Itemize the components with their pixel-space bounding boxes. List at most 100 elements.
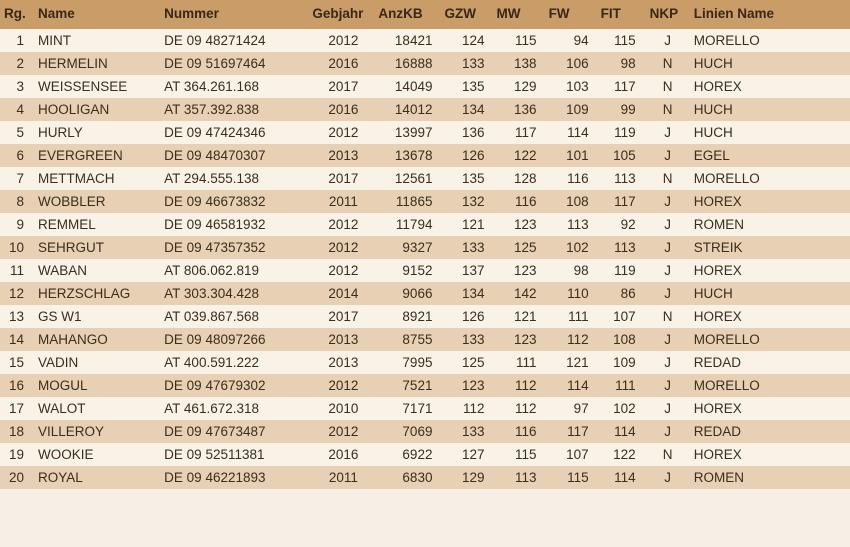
cell-linien: HOREX xyxy=(690,305,850,328)
cell-rg: 10 xyxy=(0,236,34,259)
cell-rg: 19 xyxy=(0,443,34,466)
cell-name: MOGUL xyxy=(34,374,160,397)
cell-nummer: AT 294.555.138 xyxy=(160,167,310,190)
cell-name: MINT xyxy=(34,29,160,52)
cell-mw: 115 xyxy=(495,29,547,52)
cell-gzw: 132 xyxy=(442,190,494,213)
cell-linien: EGEL xyxy=(690,144,850,167)
cell-nkp: J xyxy=(646,144,690,167)
cell-mw: 115 xyxy=(495,443,547,466)
cell-linien: HOREX xyxy=(690,75,850,98)
cell-fit: 92 xyxy=(599,213,646,236)
col-header-gebjahr[interactable]: Gebjahr xyxy=(310,0,376,29)
cell-fit: 117 xyxy=(599,75,646,98)
cell-gebjahr: 2016 xyxy=(310,98,376,121)
cell-gzw: 133 xyxy=(442,420,494,443)
cell-gzw: 133 xyxy=(442,52,494,75)
cell-mw: 112 xyxy=(495,397,547,420)
cell-mw: 122 xyxy=(495,144,547,167)
cell-nkp: N xyxy=(646,98,690,121)
cell-anzkb: 8755 xyxy=(376,328,442,351)
cell-fit: 99 xyxy=(599,98,646,121)
cell-anzkb: 8921 xyxy=(376,305,442,328)
cell-nummer: DE 09 46673832 xyxy=(160,190,310,213)
cell-rg: 5 xyxy=(0,121,34,144)
table-row: 10SEHRGUTDE 09 4735735220129327133125102… xyxy=(0,236,850,259)
cell-mw: 138 xyxy=(495,52,547,75)
cell-mw: 123 xyxy=(495,213,547,236)
cell-nkp: J xyxy=(646,29,690,52)
cell-linien: MORELLO xyxy=(690,167,850,190)
cell-fit: 122 xyxy=(599,443,646,466)
cell-gzw: 124 xyxy=(442,29,494,52)
cell-fw: 97 xyxy=(547,397,599,420)
col-header-fit[interactable]: FIT xyxy=(599,0,646,29)
cell-fit: 119 xyxy=(599,121,646,144)
cell-linien: HUCH xyxy=(690,121,850,144)
cell-rg: 18 xyxy=(0,420,34,443)
cell-nkp: J xyxy=(646,259,690,282)
cell-gebjahr: 2011 xyxy=(310,190,376,213)
col-header-mw[interactable]: MW xyxy=(495,0,547,29)
cell-gebjahr: 2012 xyxy=(310,29,376,52)
cell-nummer: DE 09 47679302 xyxy=(160,374,310,397)
cell-fit: 105 xyxy=(599,144,646,167)
cell-fit: 117 xyxy=(599,190,646,213)
cell-fit: 86 xyxy=(599,282,646,305)
cell-nkp: J xyxy=(646,351,690,374)
cell-fit: 109 xyxy=(599,351,646,374)
cell-fit: 108 xyxy=(599,328,646,351)
cell-gebjahr: 2012 xyxy=(310,420,376,443)
cell-fw: 113 xyxy=(547,213,599,236)
cell-fw: 101 xyxy=(547,144,599,167)
cell-rg: 1 xyxy=(0,29,34,52)
cell-anzkb: 11794 xyxy=(376,213,442,236)
cell-gebjahr: 2016 xyxy=(310,52,376,75)
cell-nkp: J xyxy=(646,420,690,443)
cell-fit: 98 xyxy=(599,52,646,75)
cell-rg: 20 xyxy=(0,466,34,489)
col-header-anzkb[interactable]: AnzKB xyxy=(376,0,442,29)
cell-gzw: 121 xyxy=(442,213,494,236)
table-row: 20ROYALDE 09 462218932011683012911311511… xyxy=(0,466,850,489)
col-header-name[interactable]: Name xyxy=(34,0,160,29)
col-header-rg[interactable]: Rg. xyxy=(0,0,34,29)
cell-rg: 2 xyxy=(0,52,34,75)
cell-nummer: AT 039.867.568 xyxy=(160,305,310,328)
cell-anzkb: 7995 xyxy=(376,351,442,374)
cell-rg: 3 xyxy=(0,75,34,98)
cell-nkp: J xyxy=(646,397,690,420)
cell-nummer: DE 09 46221893 xyxy=(160,466,310,489)
cell-anzkb: 13997 xyxy=(376,121,442,144)
col-header-nummer[interactable]: Nummer xyxy=(160,0,310,29)
cell-name: HERZSCHLAG xyxy=(34,282,160,305)
cell-mw: 116 xyxy=(495,420,547,443)
cell-linien: HUCH xyxy=(690,52,850,75)
cell-rg: 16 xyxy=(0,374,34,397)
cell-fit: 114 xyxy=(599,420,646,443)
cell-nummer: AT 364.261.168 xyxy=(160,75,310,98)
cell-fw: 116 xyxy=(547,167,599,190)
cell-nummer: DE 09 47673487 xyxy=(160,420,310,443)
col-header-linien[interactable]: Linien Name xyxy=(690,0,850,29)
cell-gzw: 127 xyxy=(442,443,494,466)
table-row: 8WOBBLERDE 09 46673832201111865132116108… xyxy=(0,190,850,213)
col-header-gzw[interactable]: GZW xyxy=(442,0,494,29)
table-row: 18VILLEROYDE 09 476734872012706913311611… xyxy=(0,420,850,443)
cell-fw: 114 xyxy=(547,374,599,397)
cell-nummer: DE 09 52511381 xyxy=(160,443,310,466)
cell-linien: HOREX xyxy=(690,190,850,213)
cell-mw: 112 xyxy=(495,374,547,397)
cell-nummer: AT 357.392.838 xyxy=(160,98,310,121)
col-header-fw[interactable]: FW xyxy=(547,0,599,29)
cell-nkp: N xyxy=(646,443,690,466)
cell-nkp: N xyxy=(646,167,690,190)
cell-rg: 6 xyxy=(0,144,34,167)
cell-name: WOOKIE xyxy=(34,443,160,466)
cell-anzkb: 6830 xyxy=(376,466,442,489)
col-header-nkp[interactable]: NKP xyxy=(646,0,690,29)
cell-fw: 94 xyxy=(547,29,599,52)
cell-gzw: 135 xyxy=(442,167,494,190)
cell-linien: MORELLO xyxy=(690,29,850,52)
cell-linien: HUCH xyxy=(690,98,850,121)
